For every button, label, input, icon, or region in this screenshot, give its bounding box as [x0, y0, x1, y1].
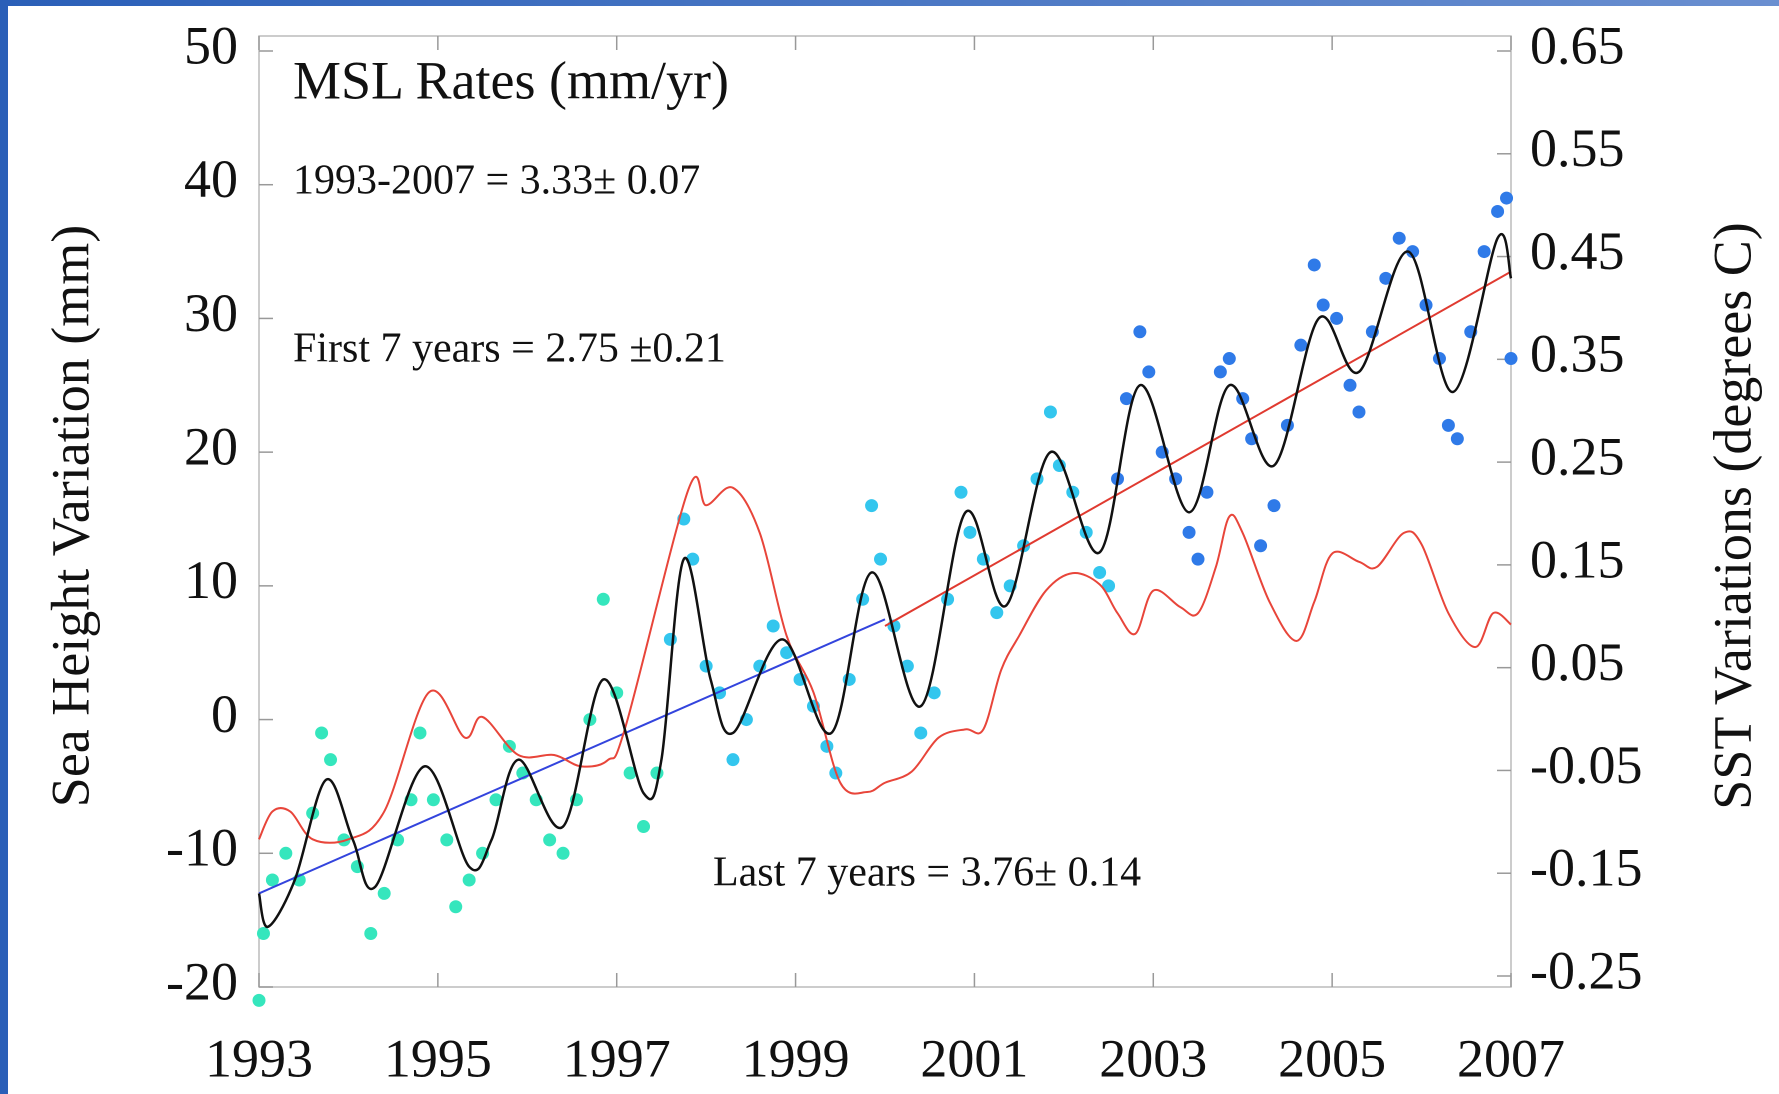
- y-tick-label: 50: [184, 15, 238, 75]
- data-point: [1352, 405, 1366, 419]
- y2-tick-label: -0.15: [1530, 838, 1642, 898]
- y-axis-label: Sea Height Variation (mm): [40, 225, 100, 807]
- data-point: [1093, 565, 1107, 579]
- y-tick-label: 30: [184, 283, 238, 343]
- data-point: [1504, 352, 1518, 366]
- data-point: [1379, 271, 1393, 285]
- data-point: [1307, 258, 1321, 272]
- data-point: [315, 726, 329, 740]
- data-point: [1213, 365, 1227, 379]
- chart-title: MSL Rates (mm/yr): [293, 50, 729, 110]
- trend-line: [258, 618, 886, 895]
- y2-tick-label: 0.55: [1530, 118, 1625, 178]
- data-point: [1316, 298, 1330, 312]
- data-point: [753, 659, 767, 673]
- data-point: [324, 753, 338, 767]
- y2-tick-label: -0.25: [1530, 940, 1642, 1000]
- data-point: [637, 820, 651, 834]
- data-point: [256, 927, 270, 941]
- data-point: [1441, 418, 1455, 432]
- y-tick-label: -10: [166, 818, 238, 878]
- data-point: [780, 646, 794, 660]
- y-tick-label: -20: [166, 951, 238, 1011]
- data-point: [963, 525, 977, 539]
- data-point: [927, 686, 941, 700]
- data-point: [556, 846, 570, 860]
- data-point: [726, 753, 740, 767]
- data-point: [1191, 552, 1205, 566]
- y2-tick-label: 0.45: [1530, 221, 1625, 281]
- data-point: [440, 833, 454, 847]
- x-tick-label: 2001: [920, 1028, 1028, 1088]
- data-point: [596, 592, 610, 606]
- data-point: [377, 886, 391, 900]
- annotation: Last 7 years = 3.76± 0.14: [713, 850, 1141, 896]
- data-point: [1294, 338, 1308, 352]
- data-point: [426, 793, 440, 807]
- plot-frame: [258, 35, 1512, 988]
- data-point: [1450, 432, 1464, 446]
- panel: [8, 6, 1779, 1094]
- y-tick-label: 10: [184, 550, 238, 610]
- data-point: [364, 927, 378, 941]
- data-point: [1142, 365, 1156, 379]
- y2-tick-label: 0.15: [1530, 529, 1625, 589]
- data-point: [543, 833, 557, 847]
- x-tick-label: 1993: [205, 1028, 313, 1088]
- data-point: [489, 793, 503, 807]
- data-point: [413, 726, 427, 740]
- data-point: [1267, 499, 1281, 513]
- data-point: [462, 873, 476, 887]
- data-point: [1254, 539, 1268, 553]
- y2-tick-label: -0.05: [1530, 735, 1642, 795]
- y-tick-label: 20: [184, 417, 238, 477]
- y2-tick-label: 0.35: [1530, 324, 1625, 384]
- y2-axis-label: SST Variations (degrees C): [1702, 222, 1762, 809]
- annotation: 1993-2007 = 3.33± 0.07: [293, 158, 700, 204]
- data-point: [279, 846, 293, 860]
- data-point: [1119, 392, 1133, 406]
- data-point: [1343, 378, 1357, 392]
- data-point: [1330, 311, 1344, 325]
- data-point: [1102, 579, 1116, 593]
- data-point: [914, 726, 928, 740]
- data-point: [1392, 231, 1406, 245]
- data-point: [766, 619, 780, 633]
- data-point: [874, 552, 888, 566]
- data-point: [663, 632, 677, 646]
- x-tick-label: 2005: [1278, 1028, 1386, 1088]
- y2-tick-label: 0.65: [1530, 15, 1625, 75]
- data-point: [865, 499, 879, 513]
- data-point: [1500, 191, 1514, 205]
- x-tick-label: 2003: [1099, 1028, 1207, 1088]
- data-point: [1406, 245, 1420, 259]
- data-point: [1133, 325, 1147, 339]
- data-point: [1200, 485, 1214, 499]
- y2-tick-label: 0.05: [1530, 632, 1625, 692]
- y-tick-label: 40: [184, 149, 238, 209]
- data-point: [954, 485, 968, 499]
- data-point: [252, 993, 266, 1007]
- data-point: [990, 606, 1004, 620]
- data-point: [449, 900, 463, 914]
- data-point: [1222, 352, 1236, 366]
- data-point: [1182, 525, 1196, 539]
- data-point: [1477, 245, 1491, 259]
- x-tick-label: 2007: [1457, 1028, 1565, 1088]
- data-point: [1491, 204, 1505, 218]
- x-tick-label: 1995: [384, 1028, 492, 1088]
- sst-line: [258, 476, 1512, 844]
- data-point: [265, 873, 279, 887]
- smoothed-line: [257, 233, 1513, 929]
- data-point: [1043, 405, 1057, 419]
- data-point: [623, 766, 637, 780]
- y-tick-label: 0: [211, 684, 238, 744]
- x-tick-label: 1999: [742, 1028, 850, 1088]
- x-tick-label: 1997: [563, 1028, 671, 1088]
- y2-tick-label: 0.25: [1530, 427, 1625, 487]
- annotation: First 7 years = 2.75 ±0.21: [293, 326, 726, 372]
